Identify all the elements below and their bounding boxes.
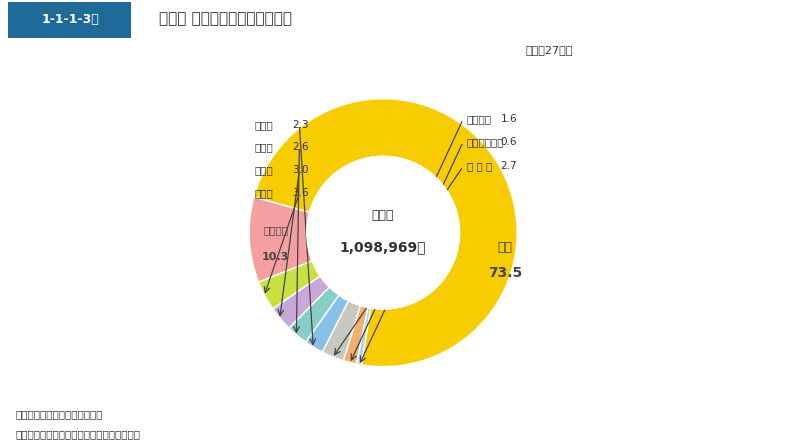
- Text: 総　数: 総 数: [372, 210, 394, 222]
- Wedge shape: [259, 261, 320, 309]
- Text: 刑法犯 認知件数の罪名別構成比: 刑法犯 認知件数の罪名別構成比: [159, 12, 292, 27]
- Wedge shape: [344, 306, 368, 364]
- Text: 強制わいせつ: 強制わいせつ: [466, 137, 505, 147]
- Text: そ の 他: そ の 他: [466, 161, 492, 171]
- Text: 3.6: 3.6: [292, 188, 309, 198]
- FancyBboxPatch shape: [8, 2, 131, 38]
- Text: 1,098,969件: 1,098,969件: [340, 241, 427, 255]
- Wedge shape: [273, 276, 330, 328]
- Wedge shape: [357, 307, 371, 365]
- Text: 2.6: 2.6: [292, 142, 309, 152]
- Text: 器物損壊: 器物損壊: [263, 225, 288, 236]
- Text: 横　領: 横 領: [255, 142, 274, 152]
- Text: 注　１　警察庁の統計による。: 注 １ 警察庁の統計による。: [16, 409, 103, 419]
- Text: 1.6: 1.6: [501, 114, 517, 124]
- Wedge shape: [249, 197, 312, 282]
- Wedge shape: [254, 99, 517, 367]
- Text: 詐　欺: 詐 欺: [255, 188, 274, 198]
- Wedge shape: [289, 287, 339, 342]
- Text: 0.6: 0.6: [501, 137, 517, 147]
- Text: 住居侵入: 住居侵入: [466, 114, 492, 124]
- Text: 暴　行: 暴 行: [255, 165, 274, 175]
- Wedge shape: [306, 295, 349, 352]
- Text: 10.3: 10.3: [262, 252, 289, 261]
- Text: 73.5: 73.5: [488, 266, 522, 280]
- Wedge shape: [322, 301, 361, 361]
- Text: （平成27年）: （平成27年）: [525, 45, 573, 55]
- Text: 2.3: 2.3: [292, 120, 309, 130]
- Text: 3.0: 3.0: [292, 165, 308, 175]
- Circle shape: [306, 156, 459, 309]
- Text: 1-1-1-3図: 1-1-1-3図: [41, 13, 99, 26]
- Text: 窃盗: 窃盗: [498, 241, 513, 254]
- Text: 2.7: 2.7: [501, 161, 517, 171]
- Text: 傷　害: 傷 害: [255, 120, 274, 130]
- Text: ２　「横領」は，遺失物等横領を含む。: ２ 「横領」は，遺失物等横領を含む。: [16, 429, 141, 439]
